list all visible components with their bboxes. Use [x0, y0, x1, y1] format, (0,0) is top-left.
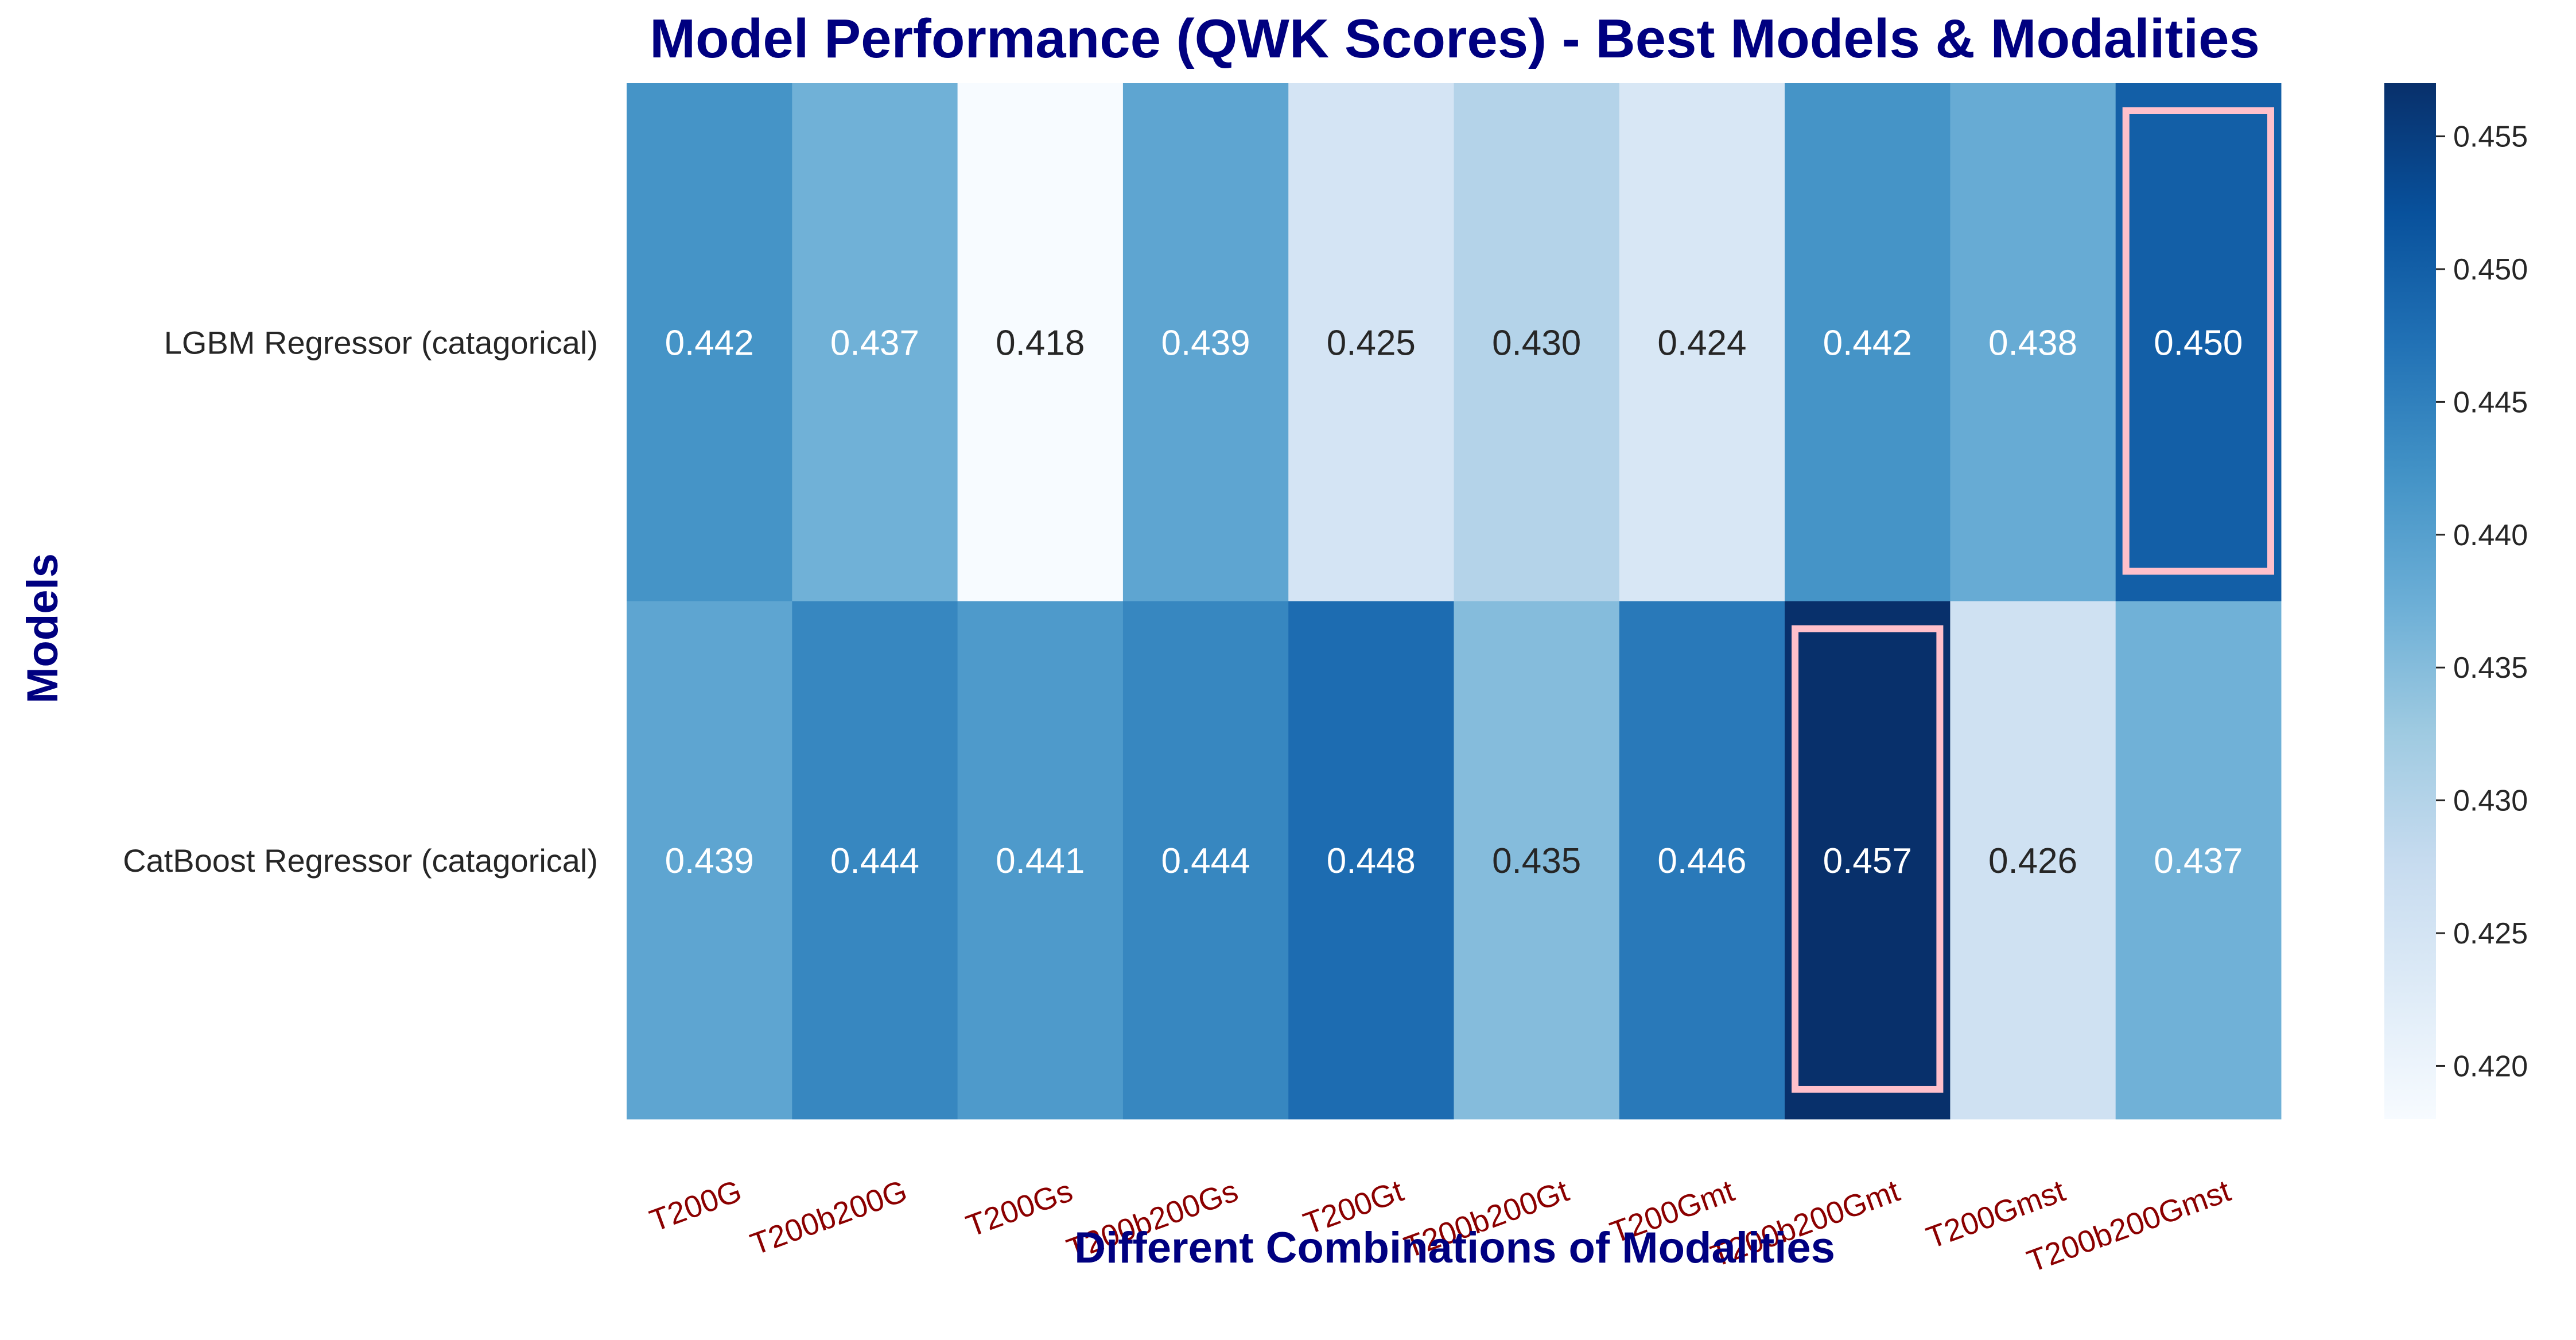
cell-value-label: 0.457: [1823, 841, 1912, 881]
heatmap-cell: [627, 83, 792, 601]
cell-value-label: 0.418: [996, 323, 1085, 363]
heatmap-cell: [1950, 83, 2116, 601]
heatmap-cell: [1122, 601, 1289, 1120]
colorbar-tick-label: 0.455: [2453, 121, 2528, 154]
x-tick-label: T200b200G: [746, 1174, 912, 1262]
heatmap-cell: [792, 601, 958, 1120]
heatmap-cell: [1288, 83, 1454, 601]
heatmap-cell: [1619, 83, 1785, 601]
highlight-boxes: [1792, 107, 2274, 1093]
cell-value-label: 0.437: [2154, 841, 2243, 881]
heatmap-cell: [2115, 601, 2282, 1120]
colorbar-gradient: [2384, 83, 2436, 1119]
y-tick-labels: LGBM Regressor (catagorical) CatBoost Reg…: [123, 324, 598, 879]
x-axis-label: Different Combinations of Modalities: [1074, 1224, 1835, 1272]
cell-value-label: 0.424: [1657, 323, 1746, 363]
heatmap-cell: [2115, 83, 2282, 601]
cell-value-label: 0.446: [1657, 841, 1746, 881]
cell-value-label: 0.444: [1161, 841, 1250, 881]
heatmap-cell: [1785, 601, 1951, 1120]
cell-value-label: 0.439: [1161, 323, 1250, 363]
cell-value-label: 0.444: [830, 841, 919, 881]
heatmap-cell: [1619, 601, 1785, 1120]
heatmap-cell: [957, 83, 1124, 601]
colorbar-tick-label: 0.425: [2453, 917, 2528, 950]
highlight-box: [2122, 107, 2274, 575]
y-tick-label: CatBoost Regressor (catagorical): [123, 842, 598, 879]
y-axis-label: Models: [18, 553, 67, 704]
cell-value-label: 0.425: [1327, 323, 1416, 363]
cell-value-label: 0.450: [2154, 323, 2243, 363]
x-tick-label: T200Gs: [962, 1174, 1077, 1244]
y-tick-label: LGBM Regressor (catagorical): [164, 324, 598, 360]
cell-value-label: 0.448: [1327, 841, 1416, 881]
cell-value-label: 0.441: [996, 841, 1085, 881]
heatmap-cell: [1288, 601, 1454, 1120]
heatmap-cell: [1454, 83, 1620, 601]
cell-value-label: 0.442: [1823, 323, 1912, 363]
cell-value-label: 0.435: [1492, 841, 1581, 881]
colorbar-tick-label: 0.440: [2453, 519, 2528, 552]
cell-value-label: 0.430: [1492, 323, 1581, 363]
colorbar: 0.420 0.425 0.430 0.435 0.440 0.445 0.450 0.455: [2384, 83, 2528, 1119]
heatmap-cell: [957, 601, 1124, 1120]
cell-value-label: 0.426: [1988, 841, 2077, 881]
heatmap-cells: 0.442 0.437 0.418 0.439 0.425 0.430 0.424 0.442…: [627, 83, 2282, 1120]
cell-value-label: 0.437: [830, 323, 919, 363]
colorbar-tick-label: 0.430: [2453, 784, 2528, 818]
cell-value-label: 0.442: [665, 323, 754, 363]
highlight-box: [1792, 625, 1944, 1093]
heatmap-cell: [1454, 601, 1620, 1120]
heatmap-cell: [1122, 83, 1289, 601]
colorbar-tick-label: 0.435: [2453, 651, 2528, 685]
x-tick-label: T200G: [646, 1174, 747, 1238]
heatmap-cell: [1785, 83, 1951, 601]
cell-value-label: 0.438: [1988, 323, 2077, 363]
heatmap-cell: [792, 83, 958, 601]
cell-value-label: 0.439: [665, 841, 754, 881]
chart-title: Model Performance (QWK Scores) - Best Mo…: [650, 8, 2260, 69]
colorbar-tick-label: 0.420: [2453, 1050, 2528, 1083]
colorbar-tick-label: 0.445: [2453, 386, 2528, 419]
colorbar-tick-label: 0.450: [2453, 253, 2528, 286]
heatmap-cell: [627, 601, 792, 1120]
heatmap-cell: [1950, 601, 2116, 1120]
